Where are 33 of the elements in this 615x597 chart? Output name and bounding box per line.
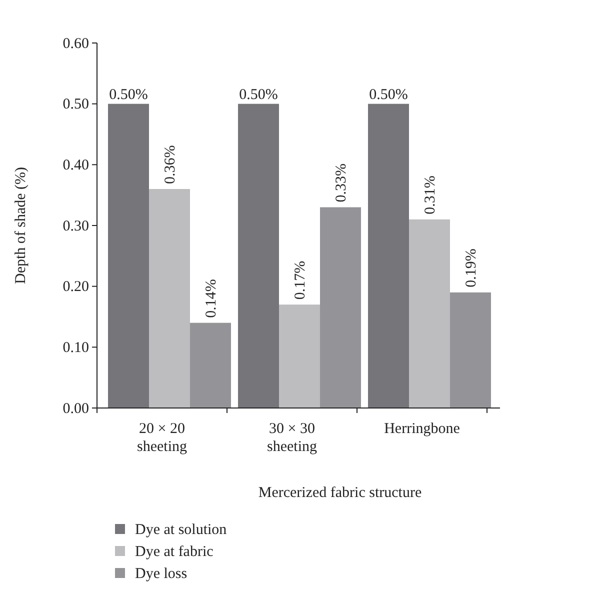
y-axis-title: Depth of shade (%): [13, 166, 29, 284]
data-label: 0.33%: [334, 164, 350, 202]
y-tick-label: 0.40: [62, 157, 89, 174]
data-label: 0.36%: [162, 145, 178, 184]
bar: [108, 104, 149, 408]
bar: [409, 219, 450, 408]
data-label: 0.50%: [239, 86, 278, 103]
y-tick-label: 0.00: [62, 400, 89, 417]
bar: [149, 189, 190, 408]
bar: [190, 322, 231, 408]
data-label: 0.50%: [369, 86, 408, 103]
data-label: 0.19%: [464, 248, 480, 288]
legend-label: Dye at solution: [135, 522, 228, 538]
bar: [238, 104, 279, 408]
bar: [368, 104, 409, 408]
x-tick-label: 30 × 30 sheeting: [267, 421, 318, 455]
y-tick-label: 0.50: [62, 96, 89, 113]
bar: [279, 304, 320, 408]
data-label: 0.31%: [422, 176, 438, 214]
data-label: 0.50%: [109, 86, 148, 103]
y-tick-label: 0.60: [62, 36, 89, 52]
bar: [320, 207, 361, 408]
x-axis-title: Mercerized fabric structure: [258, 485, 422, 501]
data-label: 0.14%: [204, 279, 220, 318]
y-tick-label: 0.30: [62, 218, 89, 234]
bar: [450, 292, 491, 408]
x-tick-label: 20 × 20 sheeting: [137, 421, 188, 455]
legend-label: Dye at fabric: [135, 544, 214, 560]
x-tick-label: Herringbone: [384, 421, 460, 437]
y-tick-label: 0.10: [62, 340, 89, 356]
data-label: 0.17%: [292, 260, 308, 300]
y-tick-label: 0.20: [62, 279, 89, 296]
legend-label: Dye loss: [135, 566, 188, 582]
